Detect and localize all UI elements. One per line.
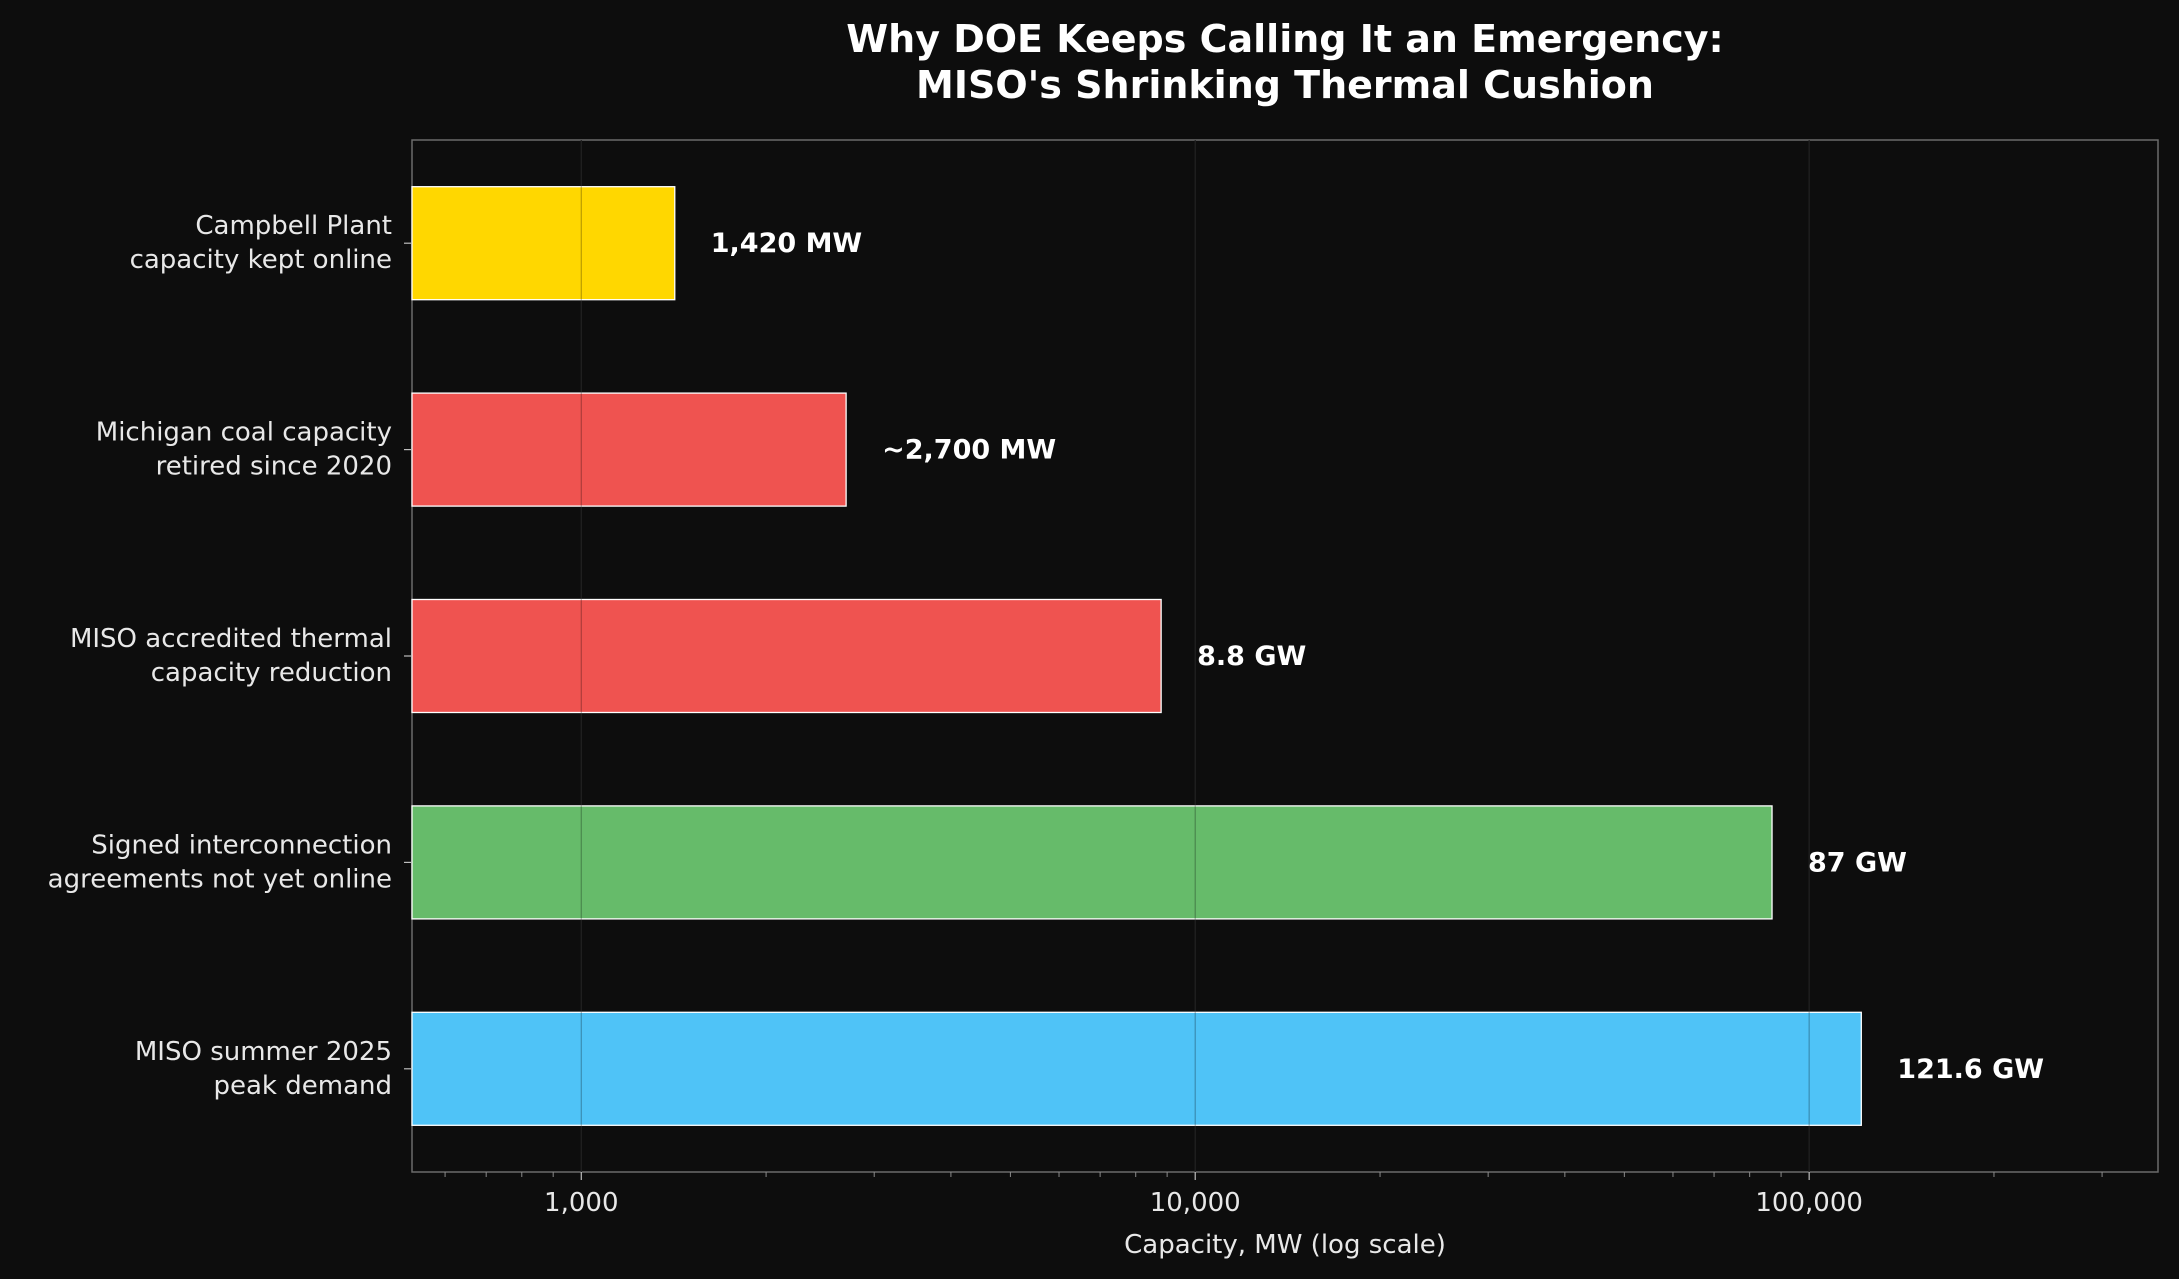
- x-tick-label: 100,000: [1755, 1188, 1863, 1218]
- bar-value-label: 8.8 GW: [1197, 641, 1306, 672]
- bar-value-label: ~2,700 MW: [882, 435, 1056, 466]
- category-label: capacity reduction: [151, 658, 392, 688]
- bar-value-label: 1,420 MW: [711, 228, 862, 259]
- category-label: MISO summer 2025: [135, 1037, 392, 1067]
- bar: [411, 392, 847, 507]
- bar-value-label: 87 GW: [1808, 847, 1907, 878]
- category-label: retired since 2020: [156, 452, 392, 482]
- chart-title-line-2: MISO's Shrinking Thermal Cushion: [916, 63, 1654, 107]
- category-label: Campbell Plant: [195, 211, 392, 241]
- bar-value-label: 121.6 GW: [1897, 1054, 2044, 1085]
- category-label: agreements not yet online: [48, 864, 392, 894]
- category-label: capacity kept online: [130, 245, 392, 275]
- plot-area: 1,000 10,000 100,000 1,420 MW Campbell Plant…: [48, 139, 2159, 1218]
- x-tick-label: 10,000: [1150, 1188, 1241, 1218]
- bar: [411, 805, 1773, 920]
- category-label: peak demand: [214, 1071, 393, 1101]
- x-tick-label: 1,000: [544, 1188, 618, 1218]
- category-label: Michigan coal capacity: [96, 418, 392, 448]
- x-axis-label: Capacity, MW (log scale): [1124, 1230, 1446, 1260]
- category-label: MISO accredited thermal: [70, 624, 392, 654]
- bar: [411, 598, 1162, 714]
- bar: [411, 186, 676, 301]
- chart-title-line-1: Why DOE Keeps Calling It an Emergency:: [846, 17, 1724, 61]
- category-label: Signed interconnection: [91, 830, 392, 860]
- bar: [411, 1011, 1862, 1126]
